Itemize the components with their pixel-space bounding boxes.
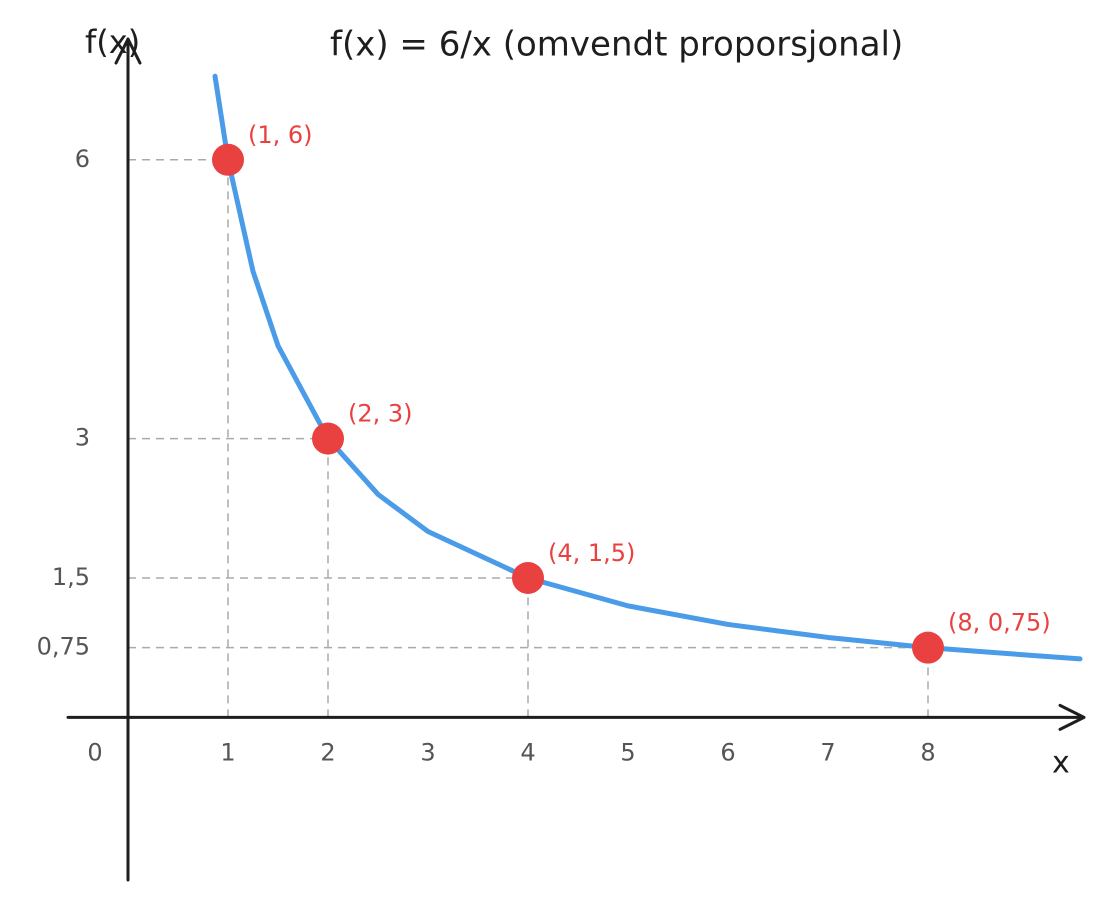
x-tick-label: 1 — [220, 738, 235, 766]
x-tick-label: 2 — [320, 738, 335, 766]
point — [312, 422, 344, 455]
y-axis-label: f(x) — [85, 23, 140, 61]
point-label: (2, 3) — [348, 400, 413, 428]
point-label: (8, 0,75) — [948, 609, 1051, 637]
x-tick-label: 8 — [920, 738, 935, 766]
x-tick-label: 7 — [820, 738, 835, 766]
x-axis-label: x — [1052, 746, 1070, 781]
point — [912, 631, 944, 664]
point-label: (1, 6) — [248, 121, 313, 149]
x-tick-label: 0 — [87, 738, 102, 766]
point — [512, 561, 544, 594]
y-tick-label: 1,5 — [52, 563, 90, 591]
x-tick-label: 5 — [620, 738, 635, 766]
point — [212, 143, 244, 176]
chart-title: f(x) = 6/x (omvendt proporsjonal) — [330, 25, 903, 65]
y-axis — [114, 37, 142, 882]
y-tick-label: 0,75 — [37, 633, 90, 661]
y-tick-label: 3 — [75, 424, 90, 452]
x-axis — [66, 703, 1086, 731]
curve — [212, 73, 1083, 662]
point-label: (4, 1,5) — [548, 539, 635, 567]
y-tick-label: 6 — [75, 145, 90, 173]
x-tick-label: 4 — [520, 738, 535, 766]
x-tick-label: 6 — [720, 738, 735, 766]
x-tick-label: 3 — [420, 738, 435, 766]
